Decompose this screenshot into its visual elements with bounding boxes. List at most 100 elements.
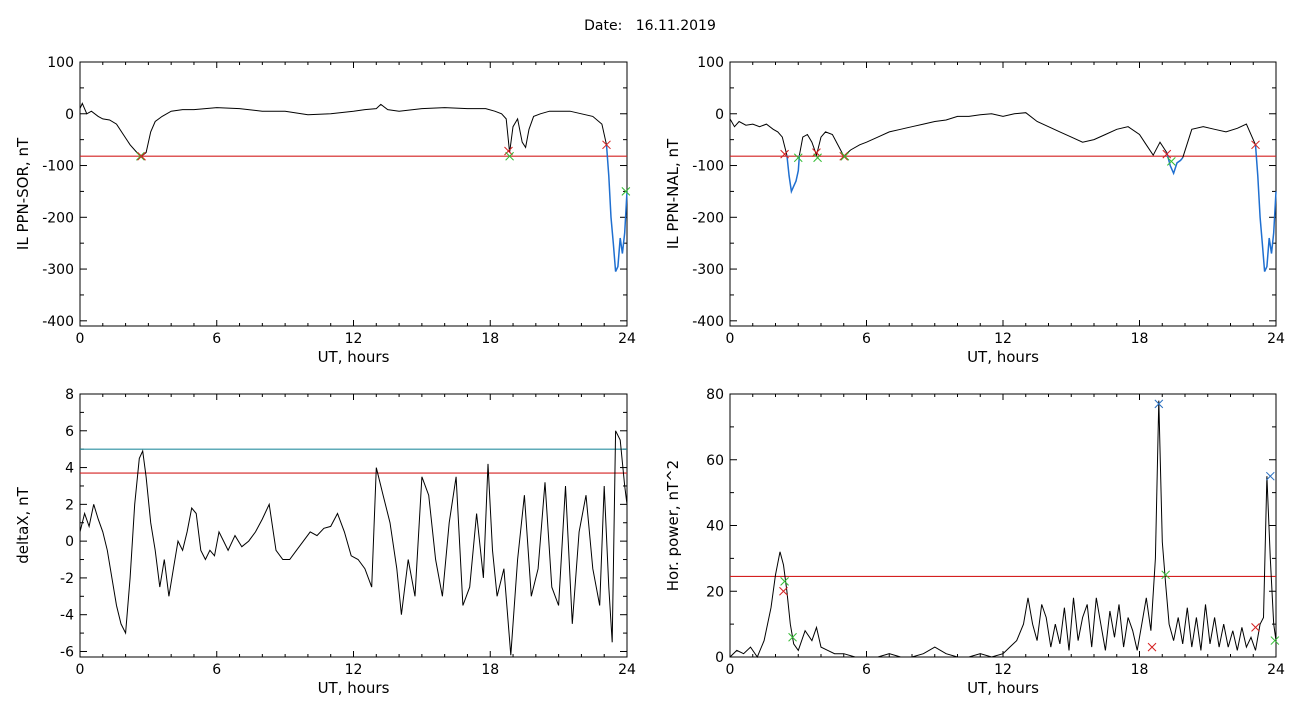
x-tick-label: 0	[726, 331, 735, 347]
marker-stroke	[621, 187, 631, 196]
x-tick-label: 18	[481, 331, 499, 347]
marker-green	[621, 187, 631, 196]
date-value: 16.11.2019	[635, 18, 716, 34]
x-tick-label: 0	[76, 331, 85, 347]
x-tick-label: 18	[1131, 331, 1149, 347]
y-tick-label: 60	[706, 453, 724, 469]
x-tick-label: 6	[212, 331, 221, 347]
y-axis-label: deltaX, nT	[14, 486, 32, 563]
x-tick-label: 12	[994, 662, 1012, 678]
marker-red	[1251, 140, 1260, 150]
x-axis-label: UT, hours	[967, 348, 1039, 366]
chart-panel-4: 0 6 12 18 24 80 60 40 20 0 UT, hours Hor. power, nT…	[664, 387, 1285, 697]
marker-stroke	[813, 153, 822, 163]
x-axis-label: UT, hours	[318, 348, 390, 366]
x-tick-label: 0	[76, 662, 85, 678]
marker-red	[779, 586, 788, 596]
marker-green	[1270, 636, 1280, 645]
y-tick-label: -4	[60, 608, 74, 624]
marker-stroke	[840, 151, 850, 161]
y-tick-label: 4	[65, 461, 74, 477]
x-tick-label: 6	[862, 331, 871, 347]
series-line-1	[729, 118, 788, 156]
y-tick-label: 6	[65, 424, 74, 440]
x-tick-label: 12	[994, 331, 1012, 347]
figure-title: Date: 16.11.2019	[0, 18, 1300, 34]
marker-red	[1147, 642, 1157, 652]
series-line-3	[798, 112, 1168, 158]
y-tick-label: 100	[697, 55, 724, 71]
marker-blue	[1154, 399, 1164, 409]
y-tick-label: -100	[42, 159, 74, 175]
marker-stroke	[788, 632, 797, 642]
marker-red	[504, 146, 513, 156]
marker-green	[788, 632, 797, 642]
marker-stroke	[504, 146, 513, 156]
y-tick-label: -200	[42, 210, 74, 226]
series-line-6	[1254, 144, 1277, 272]
marker-red	[137, 151, 146, 161]
marker-stroke	[137, 151, 146, 161]
y-tick-label: -100	[692, 159, 724, 175]
x-tick-label: 24	[1267, 662, 1285, 678]
date-label: Date:	[584, 18, 623, 34]
y-tick-label: -400	[692, 314, 724, 330]
marker-stroke	[1162, 149, 1172, 159]
marker-green	[1161, 570, 1171, 580]
series-line-1	[79, 430, 628, 656]
marker-green	[813, 153, 822, 163]
x-axis-label: UT, hours	[318, 679, 390, 697]
series-line-2	[605, 144, 628, 272]
y-tick-label: 2	[65, 497, 74, 513]
chart-panel-3: 0 6 12 18 24 8 6 4 2 0 -2 -4 -6 UT, hours deltaX, nT	[14, 387, 636, 697]
y-tick-label: 20	[706, 584, 724, 600]
series-line-2	[786, 155, 801, 195]
y-tick-label: -300	[42, 262, 74, 278]
chart-panel-2: 0 6 12 18 24 100 0 -100 -200 -300 -400 UT, hours IL …	[664, 55, 1285, 366]
y-axis-label: IL PPN-NAL, nT	[664, 138, 682, 249]
x-axis-label: UT, hours	[967, 679, 1039, 697]
y-tick-label: 40	[706, 519, 724, 535]
marker-stroke	[812, 148, 821, 157]
marker-stroke	[780, 577, 789, 586]
marker-stroke	[1166, 157, 1176, 166]
marker-stroke	[793, 153, 803, 163]
marker-stroke	[1147, 642, 1157, 652]
y-tick-label: 100	[47, 55, 74, 71]
x-tick-label: 18	[481, 662, 499, 678]
x-tick-label: 24	[618, 662, 636, 678]
marker-stroke	[1154, 399, 1164, 409]
y-axis-label: IL PPN-SOR, nT	[14, 137, 32, 250]
marker-green	[136, 151, 145, 161]
marker-stroke	[602, 140, 611, 150]
x-tick-label: 12	[345, 662, 363, 678]
y-tick-label: 8	[65, 387, 74, 403]
plot-frame	[729, 61, 1277, 327]
y-tick-label: -2	[60, 571, 74, 587]
series-line-1	[729, 400, 1277, 659]
y-tick-label: -200	[692, 210, 724, 226]
marker-green	[780, 577, 789, 586]
x-tick-label: 0	[726, 662, 735, 678]
plot-frame	[79, 393, 628, 658]
series-line-5	[1182, 123, 1256, 158]
y-tick-label: -300	[692, 262, 724, 278]
marker-green	[840, 151, 850, 161]
series-line-1	[79, 102, 607, 157]
y-tick-label: -6	[60, 644, 74, 660]
marker-blue	[1265, 471, 1275, 481]
y-tick-label: -400	[42, 314, 74, 330]
x-tick-label: 24	[1267, 331, 1285, 347]
marker-stroke	[1251, 140, 1260, 150]
marker-red	[812, 148, 821, 157]
marker-green	[1166, 157, 1176, 166]
y-tick-label: 80	[706, 387, 724, 403]
marker-stroke	[1270, 636, 1280, 645]
y-tick-label: 0	[715, 107, 724, 123]
marker-stroke	[1161, 570, 1171, 580]
y-tick-label: 0	[715, 650, 724, 666]
x-tick-label: 6	[862, 662, 871, 678]
marker-red	[1251, 623, 1260, 632]
